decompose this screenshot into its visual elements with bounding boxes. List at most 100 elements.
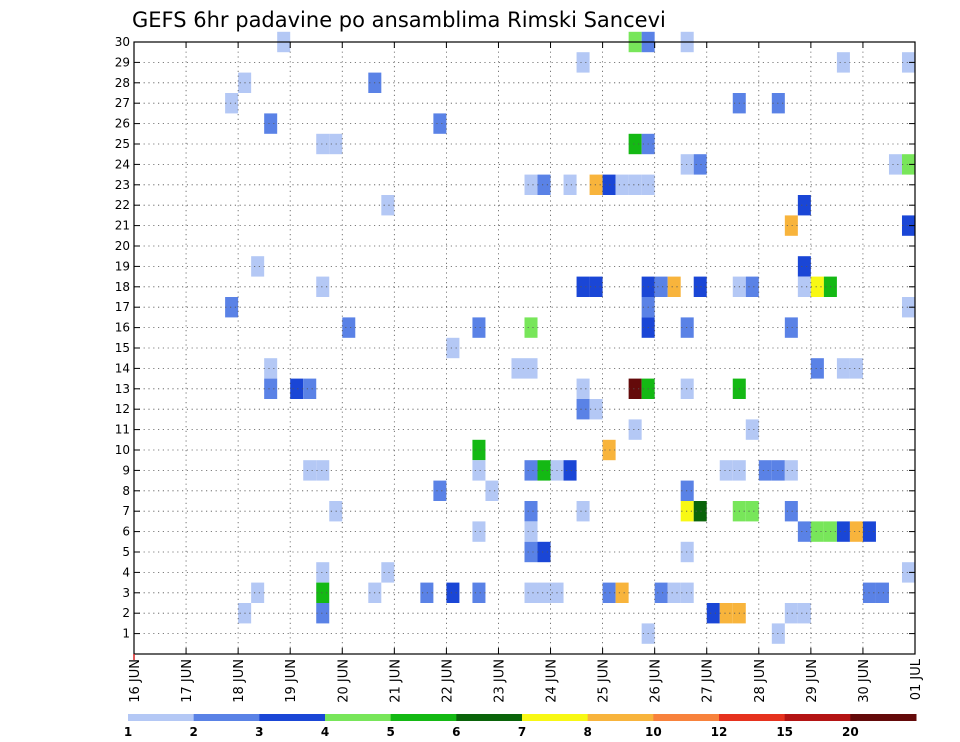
precip-cell (901, 215, 915, 236)
y-tick-label: 19 (115, 259, 130, 273)
colorbar-segment (587, 714, 654, 721)
x-tick-label: 16 JUN (128, 659, 143, 703)
x-tick-label: 30 JUN (857, 659, 872, 703)
colorbar-segment (719, 714, 786, 721)
colorbar-label: 1 (124, 725, 132, 739)
precip-cell (615, 174, 629, 195)
y-tick-label: 27 (115, 96, 130, 110)
precip-cell (628, 419, 642, 440)
y-tick-label: 24 (115, 157, 130, 171)
precip-cell (589, 399, 603, 420)
precip-cell (303, 460, 317, 481)
precip-cell (524, 317, 538, 338)
precip-cell (537, 582, 551, 603)
y-tick-label: 3 (122, 586, 130, 600)
precip-cell (680, 480, 694, 501)
precip-cell (615, 582, 629, 603)
y-tick-label: 11 (115, 423, 130, 437)
x-tick-label: 29 JUN (805, 659, 820, 703)
precip-cell (706, 603, 720, 624)
colorbar-segment (456, 714, 523, 721)
precip-cell (381, 562, 395, 583)
y-axis: 1234567891011121314151617181920212223242… (115, 35, 915, 641)
x-tick-label: 18 JUN (232, 659, 247, 703)
y-tick-label: 18 (115, 280, 130, 294)
x-tick-label: 24 JUN (545, 659, 560, 703)
colorbar-segment (259, 714, 326, 721)
grid-layer (134, 42, 915, 654)
precip-cell (576, 399, 590, 420)
y-tick-label: 8 (122, 484, 130, 498)
precip-cell (433, 480, 447, 501)
precip-cell (602, 582, 616, 603)
colorbar-segment (390, 714, 457, 721)
colorbar-label: 4 (321, 725, 329, 739)
colorbar-label: 2 (189, 725, 197, 739)
cells-layer (225, 31, 915, 644)
y-tick-label: 4 (122, 565, 130, 579)
precip-cell (797, 276, 811, 297)
precip-cell (524, 460, 538, 481)
precip-cell (654, 276, 668, 297)
y-tick-label: 10 (115, 443, 130, 457)
precip-cell (290, 378, 304, 399)
precip-cell (680, 154, 694, 175)
precip-cell (901, 562, 915, 583)
y-tick-label: 30 (115, 35, 130, 49)
y-tick-label: 25 (115, 137, 130, 151)
colorbar: 1 2 3 4 5 6 7 8 10 12 15 20 (124, 714, 917, 739)
x-tick-label: 26 JUN (649, 659, 664, 703)
precip-cell (225, 93, 239, 114)
x-tick-label: 25 JUN (597, 659, 612, 703)
y-tick-label: 20 (115, 239, 130, 253)
colorbar-segment (193, 714, 260, 721)
precip-cell (719, 603, 733, 624)
precip-cell (511, 358, 525, 379)
precip-cell (264, 358, 278, 379)
x-tick-label: 21 JUN (388, 659, 403, 703)
precip-cell (264, 378, 278, 399)
precip-cell (316, 562, 330, 583)
precip-cell (628, 133, 642, 155)
precip-cell (810, 276, 824, 297)
precip-cell (667, 582, 681, 603)
precip-cell (537, 541, 551, 563)
y-tick-label: 12 (115, 402, 130, 416)
y-tick-label: 1 (122, 627, 130, 641)
y-tick-label: 17 (115, 300, 130, 314)
precip-cell (576, 52, 590, 73)
precip-cell (745, 419, 759, 440)
precip-cell (342, 317, 356, 338)
precip-cell (251, 256, 265, 277)
precip-cell (628, 174, 642, 195)
precip-cell (875, 582, 889, 603)
precip-cell (446, 337, 460, 359)
precip-cell (537, 174, 551, 195)
x-tick-label: 01 JUL (909, 658, 924, 700)
precip-cell (316, 133, 330, 155)
precip-cell (797, 195, 811, 216)
precip-cell (849, 358, 863, 379)
precip-cell (810, 521, 824, 542)
x-tick-label: 20 JUN (336, 659, 351, 703)
colorbar-label: 12 (711, 725, 728, 739)
precip-cell (654, 582, 668, 603)
precip-cell (784, 317, 798, 338)
precip-cell (836, 52, 850, 73)
precip-cell (264, 113, 278, 134)
precip-cell (446, 582, 460, 603)
precip-cell (524, 174, 538, 195)
colorbar-label: 5 (386, 725, 394, 739)
precip-cell (797, 603, 811, 624)
precip-cell (225, 297, 239, 318)
precip-cell (680, 317, 694, 338)
precip-cell (251, 582, 265, 603)
x-tick-label: 27 JUN (701, 659, 716, 703)
y-tick-label: 28 (115, 76, 130, 90)
colorbar-segment (522, 714, 589, 721)
precip-cell (589, 276, 603, 297)
colorbar-label: 7 (518, 725, 526, 739)
precip-cell (680, 541, 694, 563)
x-tick-label: 28 JUN (753, 659, 768, 703)
